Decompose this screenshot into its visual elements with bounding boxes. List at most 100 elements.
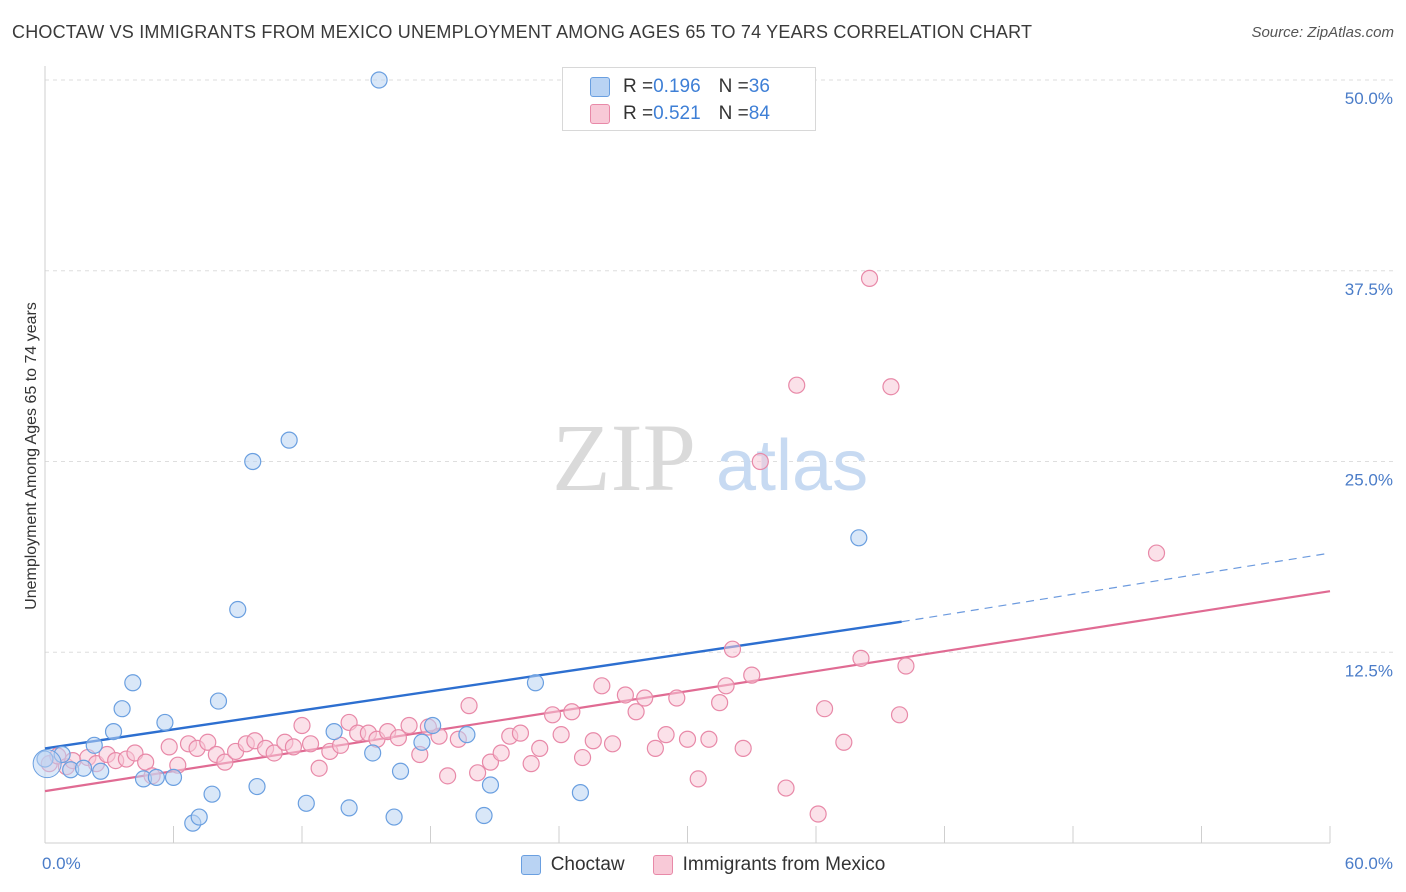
- choctaw-point: [124, 674, 142, 692]
- bottom-legend-label-choctaw: Choctaw: [550, 854, 625, 875]
- bottom-legend-mexico[interactable]: Immigrants from Mexico: [652, 854, 886, 876]
- trend-lines: [44, 552, 1331, 793]
- mexico-point: [882, 378, 900, 396]
- legend-n-label: N =: [718, 103, 749, 124]
- mexico-point: [265, 744, 283, 762]
- mexico-point: [331, 736, 350, 754]
- choctaw-point: [164, 768, 183, 786]
- choctaw-point: [364, 744, 382, 762]
- mexico-point: [310, 759, 328, 777]
- mexico-point: [668, 689, 686, 707]
- mexico-point: [301, 735, 320, 753]
- y-tick-label: 37.5%: [1345, 280, 1393, 299]
- choctaw-point: [297, 794, 315, 812]
- mexico-point: [137, 753, 155, 771]
- mexico-point: [511, 724, 530, 742]
- choctaw-point: [475, 806, 493, 825]
- mexico-point: [293, 716, 311, 735]
- mexico-point: [552, 726, 570, 744]
- choctaw-point: [248, 777, 266, 796]
- chart-title: CHOCTAW VS IMMIGRANTS FROM MEXICO UNEMPL…: [12, 22, 1033, 42]
- mexico-point: [689, 770, 707, 788]
- choctaw-point: [156, 713, 174, 732]
- choctaw-point: [147, 768, 165, 786]
- choctaw-point: [113, 700, 131, 718]
- mexico-point: [678, 730, 697, 748]
- mexico-point: [860, 269, 879, 287]
- choctaw-point: [325, 723, 343, 741]
- mexico-point: [492, 744, 510, 762]
- mexico-point: [199, 733, 217, 751]
- mexico-point: [616, 686, 634, 704]
- mexico-point: [469, 764, 487, 782]
- legend-row-mexico: R = 0.521 N = 84: [563, 102, 770, 126]
- mexico-point: [531, 739, 549, 757]
- mexico-point: [717, 677, 735, 695]
- choctaw-point: [229, 600, 247, 619]
- legend-n-label: N =: [718, 76, 749, 97]
- legend-row-choctaw: R = 0.196 N = 36: [563, 75, 770, 99]
- source-label: Source: ZipAtlas.com: [1251, 24, 1394, 41]
- tick-labels: 12.5% 25.0% 37.5% 50.0% 0.0% 60.0%: [42, 89, 1393, 873]
- choctaw-point: [74, 759, 93, 777]
- choctaw-point: [104, 723, 123, 741]
- mexico-point: [835, 733, 853, 751]
- mexico-point: [216, 753, 234, 771]
- mexico-trend-line: [44, 590, 1331, 793]
- bottom-legend-swatch-mexico: [652, 855, 673, 875]
- mexico-point: [743, 666, 761, 684]
- choctaw-point: [526, 674, 545, 692]
- mexico-point: [584, 732, 602, 750]
- watermark-atlas: atlas: [716, 426, 868, 506]
- choctaw-point: [85, 736, 103, 754]
- mexico-point: [284, 738, 303, 756]
- bottom-legend-label-mexico: Immigrants from Mexico: [682, 854, 886, 875]
- x-tick-label: 0.0%: [42, 854, 81, 873]
- choctaw-point: [280, 431, 298, 449]
- bottom-legend-swatch-choctaw: [520, 855, 541, 875]
- mexico-point: [890, 706, 909, 724]
- mexico-point: [852, 649, 870, 667]
- choctaw-point: [481, 776, 500, 794]
- choctaw-point: [391, 762, 410, 780]
- mexico-point: [734, 739, 752, 757]
- mexico-point: [160, 738, 178, 756]
- mexico-point: [543, 706, 562, 724]
- bottom-legend-choctaw[interactable]: Choctaw: [520, 854, 625, 876]
- mexico-point: [646, 739, 664, 757]
- choctaw-point: [571, 784, 590, 802]
- legend-swatch-mexico: [590, 104, 610, 124]
- mexico-point: [636, 689, 654, 707]
- y-tick-label: 50.0%: [1345, 89, 1393, 108]
- gridlines: [45, 79, 1395, 653]
- mexico-point: [723, 640, 742, 658]
- legend-swatch-choctaw: [590, 77, 610, 97]
- mexico-point: [777, 779, 795, 797]
- choctaw-point: [850, 529, 868, 547]
- choctaw-point: [190, 808, 208, 826]
- choctaw-trend-extension: [901, 552, 1331, 623]
- choctaw-point: [413, 733, 431, 751]
- legend-n-value: 84: [748, 103, 770, 124]
- choctaw-point: [458, 726, 476, 744]
- choctaw-point: [370, 71, 388, 89]
- choctaw-point: [244, 452, 262, 471]
- legend-r-value: 0.521: [653, 103, 701, 124]
- mexico-point: [522, 755, 540, 773]
- mexico-point: [389, 729, 407, 747]
- choctaw-trend-line: [44, 620, 902, 750]
- choctaw-point: [92, 762, 110, 780]
- mexico-point: [400, 716, 418, 735]
- legend-r-label: R =: [623, 76, 654, 97]
- choctaw-point: [209, 692, 228, 710]
- mexico-point: [809, 805, 827, 823]
- legend-r-value: 0.196: [653, 76, 701, 97]
- y-axis-label: Unemployment Among Ages 65 to 74 years: [23, 302, 40, 610]
- axes: [44, 66, 1331, 844]
- mexico-point: [573, 748, 592, 767]
- mexico-point: [815, 700, 834, 718]
- mexico-point: [657, 726, 675, 744]
- mexico-point: [460, 697, 478, 715]
- mexico-point: [563, 703, 581, 721]
